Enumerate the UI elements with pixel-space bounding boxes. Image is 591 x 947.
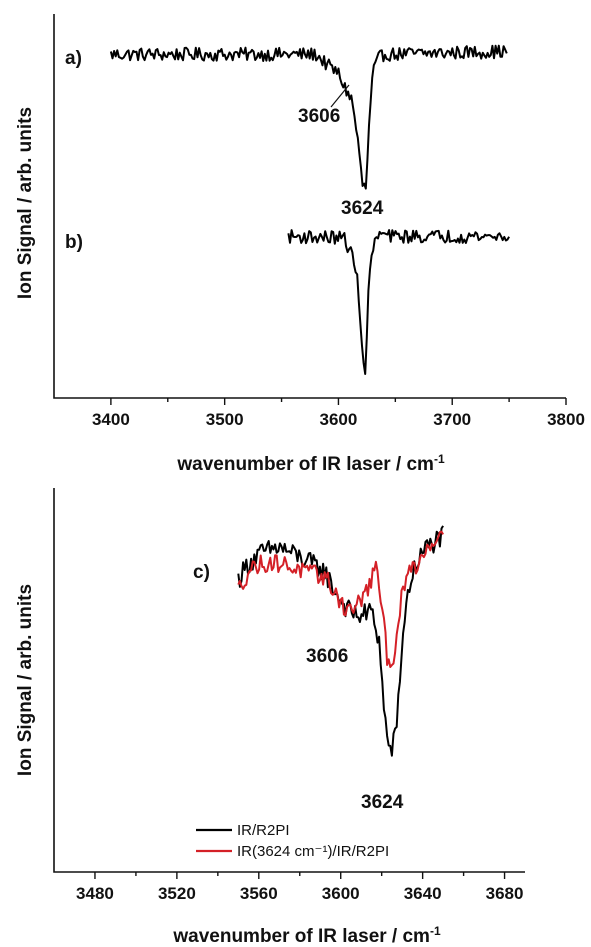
legend-label-ir-3624: IR(3624 cm⁻¹)/IR/R2PI bbox=[237, 843, 389, 860]
top-series-group bbox=[109, 44, 510, 375]
annotation-3606-arrow bbox=[330, 84, 350, 108]
top-axes-frame bbox=[53, 14, 566, 399]
x-tick-label: 3560 bbox=[240, 884, 278, 903]
series-line bbox=[287, 229, 510, 375]
annotation-3624-bottom: 3624 bbox=[361, 792, 404, 813]
top-x-axis-title: wavenumber of IR laser / cm-1 bbox=[176, 452, 445, 475]
label-b: b) bbox=[65, 232, 83, 253]
annotation-3606-bottom: 3606 bbox=[306, 646, 348, 667]
bottom-x-axis-title: wavenumber of IR laser / cm-1 bbox=[172, 924, 441, 947]
x-tick-label: 3400 bbox=[92, 410, 130, 429]
x-tick-label: 3680 bbox=[486, 884, 524, 903]
x-tick-label: 3520 bbox=[158, 884, 196, 903]
series-line bbox=[237, 530, 444, 668]
x-tick-label: 3700 bbox=[433, 410, 471, 429]
annotation-3624-top: 3624 bbox=[341, 198, 384, 219]
bottom-x-ticks: 3480 3520 3560 3600 3640 3680 bbox=[76, 872, 523, 903]
legend-label-ir-r2pi: IR/R2PI bbox=[237, 822, 290, 839]
x-tick-label: 3640 bbox=[404, 884, 442, 903]
bottom-axes-frame bbox=[53, 488, 525, 873]
series-line bbox=[109, 44, 508, 190]
top-panel: 3400 3500 3600 3700 3800 a) b) 3606 3624 wav… bbox=[15, 14, 585, 475]
bottom-panel: 3480 3520 3560 3600 3640 3680 c) 3606 3624 IR… bbox=[15, 488, 525, 947]
x-tick-label: 3800 bbox=[547, 410, 585, 429]
top-x-ticks: 3400 3500 3600 3700 3800 bbox=[92, 398, 585, 429]
annotation-3606-top: 3606 bbox=[298, 106, 340, 127]
label-c: c) bbox=[193, 562, 210, 583]
bottom-series-group bbox=[237, 525, 444, 757]
x-tick-label: 3480 bbox=[76, 884, 114, 903]
bottom-y-axis-title: Ion Signal / arb. units bbox=[15, 584, 36, 776]
legend: IR/R2PI IR(3624 cm⁻¹)/IR/R2PI bbox=[196, 822, 389, 860]
label-a: a) bbox=[65, 48, 82, 69]
x-tick-label: 3500 bbox=[206, 410, 244, 429]
x-tick-label: 3600 bbox=[322, 884, 360, 903]
x-tick-label: 3600 bbox=[320, 410, 358, 429]
top-y-axis-title: Ion Signal / arb. units bbox=[15, 107, 36, 299]
